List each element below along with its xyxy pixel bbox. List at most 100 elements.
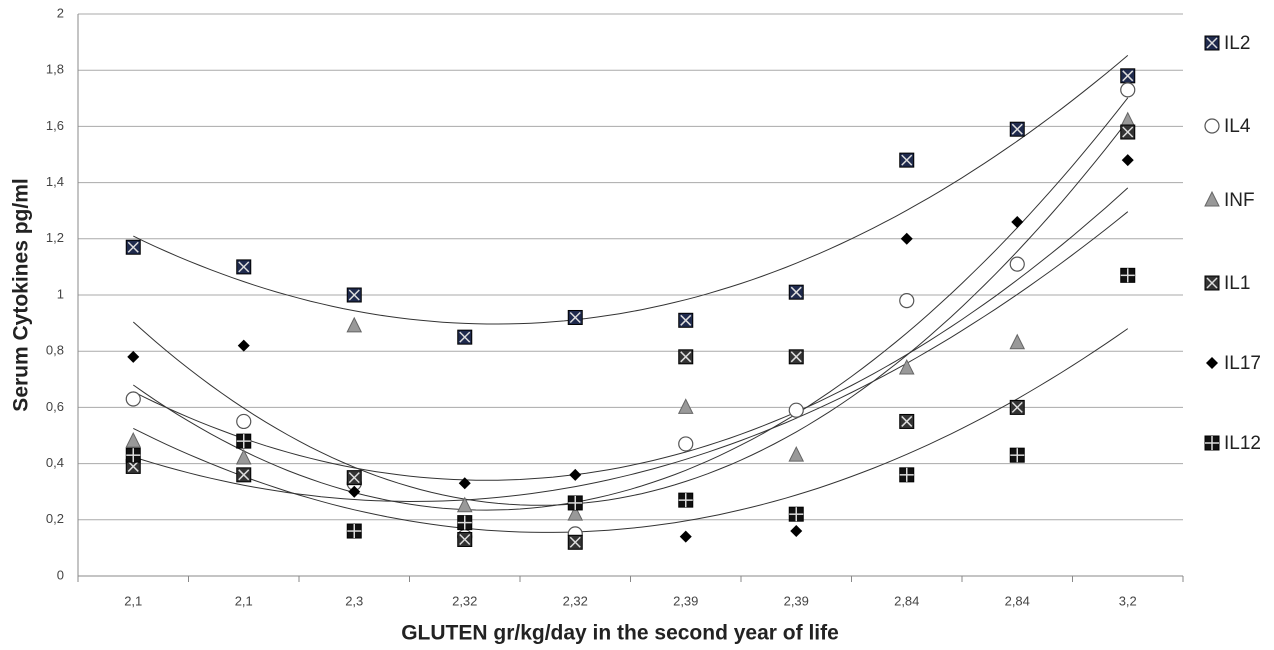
marker [456, 496, 473, 513]
x-tick-label: 2,84 [1005, 593, 1030, 608]
marker [899, 152, 915, 168]
marker-shape [788, 402, 804, 418]
x-tick-label: 2,1 [235, 593, 253, 608]
marker-shape [458, 477, 471, 490]
marker [1120, 124, 1136, 140]
marker [1009, 333, 1026, 350]
legend-label: IL2 [1224, 33, 1250, 54]
legend-label: IL4 [1224, 116, 1251, 137]
x-tick-label: 2,39 [673, 593, 698, 608]
marker [1120, 82, 1136, 98]
marker [567, 534, 583, 550]
legend-label: INF [1224, 190, 1255, 211]
x-tick-label: 2,3 [345, 593, 363, 608]
marker [899, 413, 915, 429]
x-tick-label: 2,84 [894, 593, 919, 608]
marker-detail [569, 311, 581, 324]
marker [236, 413, 252, 430]
marker-shape [1009, 256, 1025, 272]
y-axis-title: Serum Cytokines pg/ml [10, 178, 33, 411]
marker-detail [1206, 37, 1218, 49]
legend-label: IL12 [1224, 433, 1261, 454]
marker-shape [346, 316, 363, 333]
marker-shape [1206, 357, 1218, 369]
marker [346, 316, 363, 333]
marker [790, 525, 803, 538]
trend-line [132, 120, 1129, 506]
marker-shape [125, 432, 142, 448]
marker-shape [790, 525, 803, 538]
marker [1009, 399, 1025, 415]
marker [1204, 190, 1220, 207]
marker-shape [900, 232, 913, 245]
marker [127, 350, 140, 363]
marker [567, 495, 583, 511]
trend-line [133, 211, 1129, 503]
marker [899, 467, 915, 483]
marker [458, 477, 471, 490]
marker-detail [790, 351, 802, 363]
trend-line [133, 187, 1129, 481]
marker [898, 358, 915, 375]
marker-shape [788, 446, 805, 462]
marker [678, 312, 694, 328]
x-axis-title: GLUTEN gr/kg/day in the second year of l… [401, 622, 839, 645]
marker-shape [235, 448, 252, 465]
marker [237, 339, 250, 352]
marker [457, 531, 473, 547]
marker-detail [459, 533, 471, 546]
marker [346, 470, 362, 486]
y-tick-label: 1,8 [46, 62, 64, 77]
y-tick-label: 0,4 [46, 455, 64, 470]
marker [1120, 68, 1136, 84]
marker [1204, 118, 1220, 134]
marker [788, 402, 804, 418]
y-tick-label: 2 [57, 5, 64, 20]
marker-detail [1011, 401, 1023, 413]
marker-shape [125, 391, 141, 407]
y-tick-label: 1,4 [46, 174, 64, 189]
marker-shape [569, 468, 582, 481]
marker [236, 433, 252, 449]
marker-detail [1206, 277, 1218, 289]
trend-line [133, 55, 1129, 325]
marker [1009, 256, 1025, 272]
x-tick-label: 2,1 [124, 593, 142, 608]
marker [125, 239, 141, 255]
marker-shape [456, 496, 473, 513]
marker [678, 436, 694, 452]
marker-detail [1122, 126, 1134, 138]
marker-shape [1011, 215, 1024, 228]
legend-label: IL1 [1224, 273, 1250, 294]
marker [457, 329, 473, 345]
marker [346, 287, 362, 303]
marker-shape [348, 485, 361, 498]
y-tick-label: 0,8 [46, 343, 64, 358]
y-tick-label: 1,2 [46, 230, 64, 245]
legend-label: IL17 [1224, 353, 1261, 374]
marker [567, 309, 583, 325]
marker-detail [680, 351, 692, 363]
y-tick-label: 1,6 [46, 118, 64, 133]
marker [788, 349, 804, 365]
marker [899, 293, 915, 309]
marker [788, 446, 805, 462]
marker-shape [236, 413, 252, 430]
marker-shape [677, 398, 694, 414]
x-tick-label: 3,2 [1119, 593, 1137, 608]
marker-detail [348, 289, 360, 301]
marker [569, 468, 582, 481]
marker-detail [1122, 70, 1134, 82]
marker [677, 398, 694, 414]
marker [1204, 275, 1220, 291]
marker-shape [1009, 333, 1026, 350]
marker-shape [899, 293, 915, 309]
marker [678, 492, 694, 508]
marker [125, 391, 141, 407]
marker-shape [127, 350, 140, 363]
marker [1011, 215, 1024, 228]
marker-detail [348, 472, 360, 484]
marker [346, 523, 362, 539]
marker [788, 506, 804, 522]
